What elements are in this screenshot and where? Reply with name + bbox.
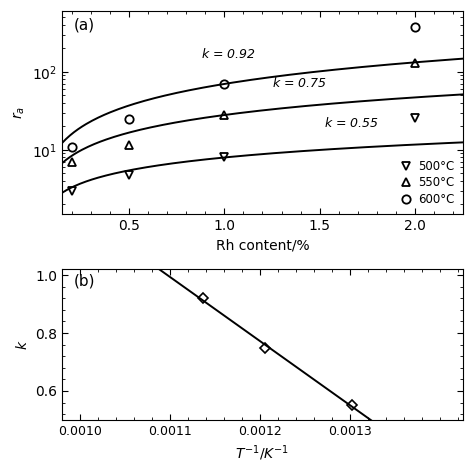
Legend: 500°C, 550°C, 600°C: 500°C, 550°C, 600°C — [398, 157, 457, 209]
Text: $k$ = 0.75: $k$ = 0.75 — [272, 76, 327, 90]
Text: (b): (b) — [74, 274, 95, 289]
Y-axis label: $r_a$: $r_a$ — [11, 106, 27, 119]
X-axis label: Rh content/%: Rh content/% — [216, 239, 309, 253]
Text: $k$ = 0.92: $k$ = 0.92 — [201, 47, 256, 61]
Text: (a): (a) — [74, 17, 95, 32]
X-axis label: $T^{-1}/K^{-1}$: $T^{-1}/K^{-1}$ — [235, 443, 290, 463]
Text: $k$ = 0.55: $k$ = 0.55 — [324, 116, 378, 130]
Y-axis label: $k$: $k$ — [15, 339, 29, 350]
